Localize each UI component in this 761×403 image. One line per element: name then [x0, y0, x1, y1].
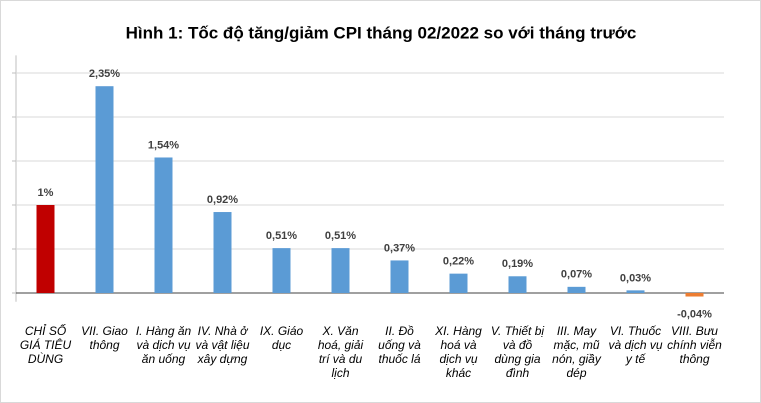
value-label: 1,54%	[148, 139, 179, 151]
value-label: 0,37%	[384, 242, 415, 254]
chart-title: Hình 1: Tốc độ tăng/giảm CPI tháng 02/20…	[126, 23, 637, 42]
bar	[567, 286, 586, 293]
x-tick-label: V. Thiết bị và đồ dùng gia đình	[490, 324, 545, 380]
value-label: 0,51%	[266, 230, 297, 242]
bar	[95, 86, 114, 293]
value-label: 0,22%	[443, 256, 474, 268]
bar	[213, 212, 232, 293]
bar	[272, 248, 291, 293]
x-tick-label: IV. Nhà ở và vật liệu xây dựng	[195, 324, 250, 366]
value-label: 0,07%	[561, 269, 592, 281]
value-label: 1%	[38, 187, 54, 199]
x-tick-label: II. Đồ uống và thuốc lá	[378, 324, 421, 366]
x-tick-label: IX. Giáo dục	[259, 324, 304, 352]
bar	[626, 290, 645, 293]
bar	[390, 260, 409, 293]
x-tick-label: XI. Hàng hoá và dịch vụ khác	[435, 324, 482, 380]
x-tick-label: X. Văn hoá, giải trí và du lịch	[317, 324, 364, 380]
value-label: -0,04%	[677, 308, 712, 320]
x-tick-label: VIII. Bưu chính viễn thông	[667, 324, 722, 366]
value-label: 0,03%	[620, 272, 651, 284]
bar	[508, 276, 527, 293]
value-label: 0,51%	[325, 230, 356, 242]
x-tick-label: I. Hàng ăn và dịch vụ ăn uống	[135, 324, 192, 366]
value-label: 0,92%	[207, 194, 238, 206]
bar	[685, 293, 704, 297]
value-label: 2,35%	[89, 68, 120, 80]
bar	[154, 157, 173, 293]
bar	[36, 205, 55, 293]
bar	[331, 248, 350, 293]
x-tick-label: CHỈ SỐ GIÁ TIÊU DÙNG	[19, 324, 72, 366]
x-tick-label: III. May mặc, mũ nón, giầy dép	[552, 324, 601, 380]
bar	[449, 273, 468, 293]
x-tick-label: VI. Thuốc và dịch vụ y tế	[608, 324, 663, 366]
x-tick-label: VII. Giao thông	[81, 324, 128, 352]
value-label: 0,19%	[502, 258, 533, 270]
